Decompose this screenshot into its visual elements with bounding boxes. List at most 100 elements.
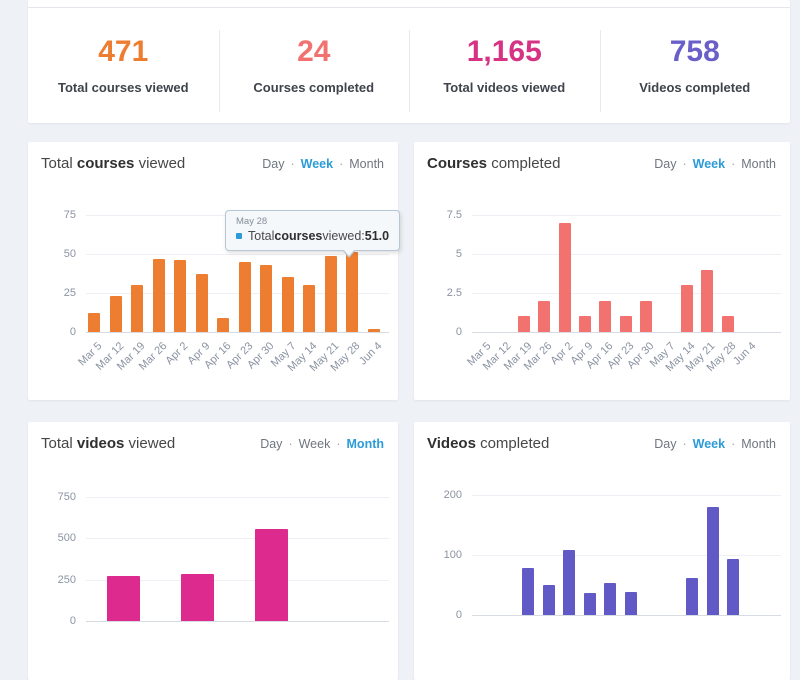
- toggle-week[interactable]: Week: [692, 437, 726, 451]
- bar-slot-6[interactable]: [583, 593, 596, 615]
- stat-label: Total courses viewed: [57, 79, 189, 95]
- bar-slot-4[interactable]: [542, 585, 555, 615]
- y-axis-tick-label: 100: [443, 549, 462, 561]
- stat-label: Total videos viewed: [443, 79, 566, 95]
- y-axis-tick-label: 75: [63, 209, 76, 221]
- gridline: [472, 555, 781, 556]
- toggle-week[interactable]: Week: [300, 157, 334, 171]
- chart-title: Videos completed: [427, 435, 549, 452]
- toggle-month[interactable]: Month: [741, 157, 776, 171]
- toggle-month[interactable]: Month: [349, 157, 384, 171]
- toggle-week[interactable]: Week: [692, 157, 726, 171]
- tooltip-label-emphasis: courses: [274, 229, 323, 243]
- stat-value: 24: [297, 34, 331, 68]
- gridline: [86, 332, 389, 333]
- bar-slot-12[interactable]: [706, 507, 719, 615]
- stat-label: Videos completed: [639, 79, 751, 95]
- gridline: [86, 579, 389, 581]
- bar-apr-30[interactable]: [640, 300, 653, 332]
- bar-mar-5[interactable]: [88, 313, 100, 332]
- stat-divider: [599, 30, 601, 112]
- toggle-separator: ·: [290, 157, 295, 171]
- chart-card-videos-completed: Videos completed Day · Week · Month 0 100 200: [414, 422, 790, 680]
- toggle-separator: ·: [288, 437, 293, 451]
- bar-apr-30[interactable]: [260, 264, 272, 332]
- toggle-separator: ·: [731, 157, 736, 171]
- bar-mar-19[interactable]: [131, 285, 143, 332]
- chart-title: Total videos viewed: [41, 435, 175, 452]
- bar-may-14[interactable]: [681, 285, 693, 332]
- gridline: [472, 615, 781, 616]
- y-axis-tick-label: 0: [455, 326, 462, 338]
- chart-title-prefix: Total: [41, 155, 77, 172]
- chart-tooltip: May 28 Total courses viewed: 51.0: [225, 210, 401, 258]
- gridline: [86, 496, 389, 498]
- bar-may-28[interactable]: [346, 252, 358, 332]
- stat-divider: [218, 30, 220, 112]
- toggle-day[interactable]: Day: [654, 157, 677, 171]
- bar-apr-9[interactable]: [579, 316, 591, 332]
- bar-slot-3[interactable]: [254, 528, 288, 621]
- bar-mar-19[interactable]: [517, 316, 530, 332]
- bar-slot-3[interactable]: [522, 568, 534, 615]
- stat-value: 758: [669, 34, 720, 68]
- bar-apr-16[interactable]: [599, 300, 612, 332]
- y-axis-tick-label: 500: [57, 532, 76, 544]
- stat-divider: [409, 30, 410, 112]
- bar-slot-7[interactable]: [604, 583, 616, 615]
- gridline: [472, 332, 781, 333]
- bar-may-28[interactable]: [721, 316, 734, 332]
- stat-cell-2: 24 Courses completed: [219, 8, 410, 123]
- gridline: [472, 215, 781, 216]
- bar-apr-23[interactable]: [238, 261, 251, 332]
- gridline: [472, 254, 781, 255]
- bar-may-14[interactable]: [303, 285, 315, 332]
- bar-apr-2[interactable]: [174, 260, 186, 332]
- bar-slot-2[interactable]: [180, 573, 214, 621]
- bar-apr-16[interactable]: [217, 317, 229, 332]
- bar-slot-8[interactable]: [624, 592, 637, 615]
- bar-slot-13[interactable]: [727, 559, 739, 615]
- chart-title-emphasis: Videos: [427, 435, 476, 452]
- tooltip-label-suffix: viewed:: [322, 229, 365, 243]
- bar-may-7[interactable]: [281, 277, 294, 332]
- toggle-month[interactable]: Month: [346, 437, 384, 451]
- top-divider: [28, 7, 790, 8]
- bar-mar-26[interactable]: [538, 300, 551, 332]
- period-toggle-group: Day · Week · Month: [654, 437, 776, 451]
- chart-card-total-courses-viewed: Total courses viewed Day · Week · Month 0 25 50 7…: [28, 142, 401, 400]
- toggle-separator: ·: [339, 157, 344, 171]
- bar-mar-26[interactable]: [152, 258, 165, 332]
- tooltip-label-prefix: Total: [248, 229, 275, 243]
- gridline: [86, 621, 389, 622]
- bar-apr-23[interactable]: [619, 316, 632, 332]
- toggle-day[interactable]: Day: [260, 437, 283, 451]
- toggle-month[interactable]: Month: [741, 437, 776, 451]
- bar-apr-2[interactable]: [558, 222, 571, 332]
- toggle-week[interactable]: Week: [298, 437, 331, 451]
- stats-row: 471 Total courses viewed 24 Courses complet…: [28, 8, 790, 123]
- bar-slot-11[interactable]: [686, 578, 698, 615]
- gridline: [472, 293, 781, 294]
- chart-title-suffix: completed: [487, 155, 561, 172]
- bar-may-21[interactable]: [324, 255, 337, 332]
- bar-slot-1[interactable]: [106, 576, 140, 621]
- bar-jun-4[interactable]: [367, 328, 380, 332]
- y-axis-tick-label: 2.5: [446, 287, 462, 299]
- gridline: [86, 254, 389, 255]
- chart-title-emphasis: Courses: [427, 155, 488, 172]
- bar-apr-9[interactable]: [195, 274, 208, 332]
- stat-value: 1,165: [466, 34, 542, 68]
- toggle-day[interactable]: Day: [654, 437, 677, 451]
- period-toggle-group: Day · Week · Month: [262, 157, 384, 171]
- toggle-day[interactable]: Day: [262, 157, 285, 171]
- period-toggle-group: Day · Week · Month: [260, 437, 384, 451]
- bar-mar-12[interactable]: [109, 296, 122, 332]
- y-axis-tick-label: 750: [57, 490, 76, 503]
- gridline: [86, 538, 389, 539]
- y-axis-tick-label: 5: [455, 248, 462, 260]
- stat-cell-3: 1,165 Total videos viewed: [409, 8, 600, 123]
- toggle-separator: ·: [682, 437, 687, 451]
- bar-slot-5[interactable]: [563, 550, 575, 615]
- bar-may-21[interactable]: [701, 269, 714, 332]
